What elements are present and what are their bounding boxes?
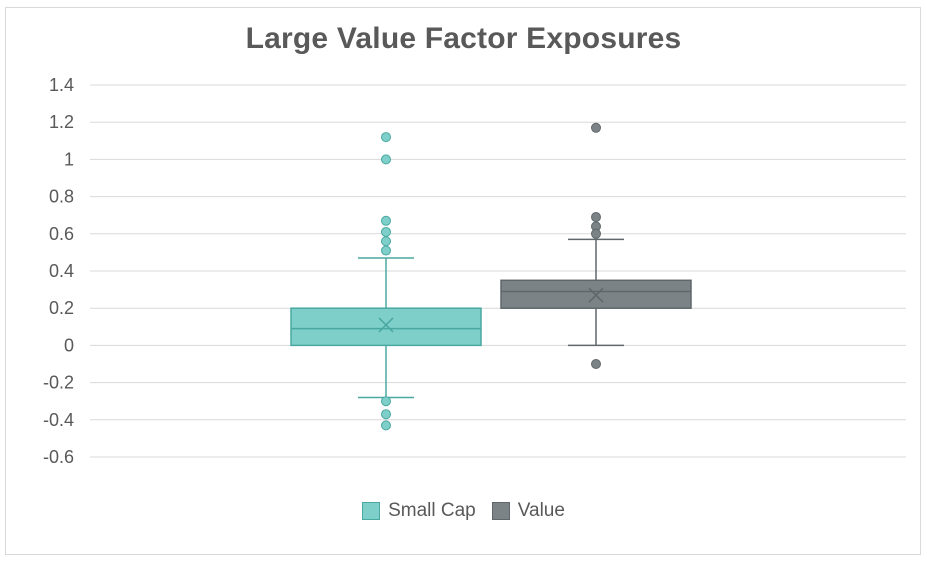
y-tick-label: 0.2	[49, 298, 74, 318]
gridlines	[90, 84, 906, 458]
chart-frame	[5, 7, 921, 555]
legend-label-value: Value	[517, 500, 565, 521]
y-tick-label: 0	[64, 335, 74, 355]
y-tick-label: -0.2	[43, 373, 74, 393]
mean-marker	[588, 287, 604, 303]
y-tick-label: 1	[64, 149, 74, 169]
legend-item-value[interactable]: Value	[491, 500, 565, 522]
legend-label-small-cap: Small Cap	[388, 500, 476, 521]
outlier-point	[591, 228, 601, 239]
y-tick-label: 1.2	[49, 112, 74, 132]
outlier-point	[381, 215, 391, 226]
box-small-cap	[290, 132, 482, 431]
mean-marker	[378, 317, 394, 333]
y-axis-ticks: 1.4 1.2 1 0.8 0.6 0.4 0.2 0 -0.2 -0.4 -0.6	[43, 75, 74, 467]
box-value	[500, 122, 692, 369]
outlier-point	[591, 212, 601, 223]
outlier-point	[381, 154, 391, 165]
outlier-point	[381, 132, 391, 143]
outlier-point	[591, 122, 601, 133]
outlier-point	[381, 245, 391, 256]
outlier-point	[381, 236, 391, 247]
y-tick-label: 0.6	[49, 224, 74, 244]
y-tick-label: -0.6	[43, 447, 74, 467]
chart-title: Large Value Factor Exposures	[245, 22, 682, 55]
box-series	[290, 122, 692, 431]
box-body	[290, 307, 482, 347]
legend-swatch-value	[491, 502, 510, 520]
outlier-point	[591, 359, 601, 369]
y-tick-label: 1.4	[49, 75, 74, 95]
outlier-point	[381, 226, 391, 237]
outlier-point	[381, 420, 391, 431]
legend-swatch-small-cap	[362, 502, 381, 520]
legend-item-small-cap[interactable]: Small Cap	[362, 500, 476, 522]
y-tick-label: -0.4	[43, 410, 74, 430]
legend: Small Cap Value	[0, 500, 927, 522]
y-tick-label: 0.8	[49, 187, 74, 207]
outlier-point	[381, 409, 391, 420]
y-tick-label: 0.4	[49, 261, 74, 281]
outlier-point	[381, 396, 391, 407]
